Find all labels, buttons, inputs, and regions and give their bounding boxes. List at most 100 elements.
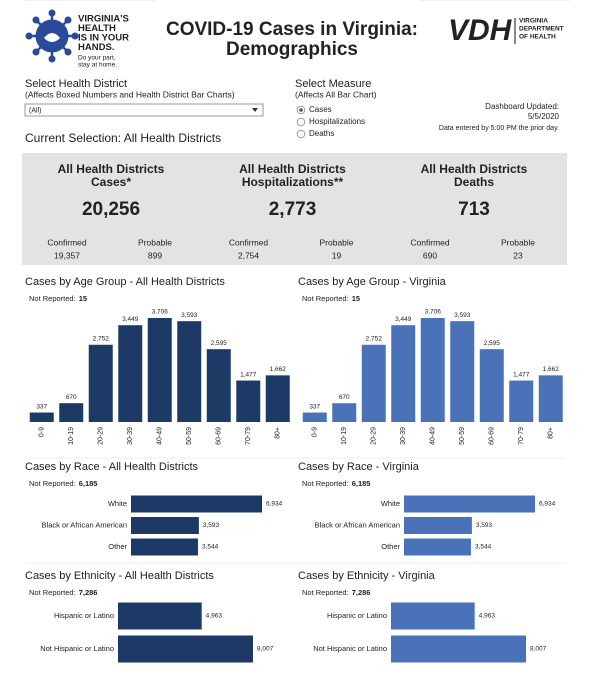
bar <box>131 538 198 556</box>
district-dropdown[interactable] <box>24 103 264 117</box>
value-label: 3,449 <box>395 316 412 323</box>
radio-dot[interactable] <box>299 108 303 112</box>
bar <box>118 635 253 663</box>
not-reported-value: 6,185 <box>79 479 98 488</box>
bar <box>118 325 143 422</box>
value-label: 337 <box>36 403 47 410</box>
value-label: 2,595 <box>211 340 228 347</box>
radio-label[interactable]: Cases <box>309 105 332 114</box>
x-tick-label: 30-39 <box>127 427 134 445</box>
x-tick-label: 30-39 <box>400 427 407 445</box>
probable-label: Probable <box>138 237 172 247</box>
x-tick-label: 70-79 <box>245 427 252 445</box>
logo-line: IS IN YOUR <box>78 33 129 44</box>
confirmed-value: 2,754 <box>238 250 260 260</box>
confirmed-value: 19,357 <box>54 250 80 260</box>
bar <box>206 349 231 422</box>
dropdown-value[interactable]: (All) <box>29 107 41 114</box>
x-tick-label: 20-29 <box>371 427 378 445</box>
logo-tagline: stay at home. <box>78 62 117 69</box>
bar <box>404 495 535 513</box>
value-label: 3,593 <box>476 522 493 529</box>
bar <box>420 318 445 422</box>
value-label: 2,752 <box>366 335 383 342</box>
x-tick-label: 40-49 <box>430 427 437 445</box>
chart-title: Cases by Race - All Health Districts <box>25 461 198 473</box>
vdh-line: OF HEALTH <box>519 34 556 41</box>
bar <box>332 403 357 422</box>
bar <box>361 344 386 422</box>
bar <box>147 318 172 422</box>
category-label: Not Hispanic or Latino <box>40 644 114 653</box>
x-tick-label: 20-29 <box>98 427 105 445</box>
value-label: 1,662 <box>543 366 560 373</box>
radio-label[interactable]: Hospitalizations <box>309 117 365 126</box>
bar <box>404 517 472 534</box>
radio-label[interactable]: Deaths <box>309 129 334 138</box>
bar <box>391 602 475 630</box>
summary-panel <box>22 153 567 265</box>
probable-value: 23 <box>513 250 523 260</box>
vdh-mark: VDH <box>448 14 513 47</box>
summary-title: Hospitalizations** <box>242 175 344 189</box>
value-label: 3,706 <box>425 309 442 316</box>
updated-note: Data entered by 5:00 PM the prior day. <box>439 125 559 132</box>
x-tick-label: 0-9 <box>39 427 46 437</box>
category-label: Other <box>108 542 127 551</box>
value-label: 3,593 <box>181 312 198 319</box>
bar <box>538 375 563 422</box>
not-reported-label: Not Reported: <box>302 479 349 488</box>
value-label: 670 <box>339 394 350 401</box>
value-label: 2,595 <box>484 340 501 347</box>
filter-note: (Affects Boxed Numbers and Health Distri… <box>25 89 235 99</box>
x-tick-label: 40-49 <box>157 427 164 445</box>
bar <box>479 349 504 422</box>
category-label: Other <box>381 542 400 551</box>
confirmed-value: 690 <box>423 250 437 260</box>
bar <box>29 412 54 422</box>
filter-label: Select Measure <box>295 78 371 90</box>
value-label: 3,593 <box>454 312 471 319</box>
filter-note: (Affects All Bar Chart) <box>295 89 377 99</box>
summary-title: All Health Districts <box>58 162 165 176</box>
value-label: 8,007 <box>530 646 547 653</box>
x-tick-label: 80+ <box>275 427 282 439</box>
x-tick-label: 60-69 <box>216 427 223 445</box>
probable-label: Probable <box>501 237 535 247</box>
value-label: 337 <box>309 403 320 410</box>
not-reported-label: Not Reported: <box>29 479 76 488</box>
bar <box>404 538 471 556</box>
category-label: Hispanic or Latino <box>327 611 387 620</box>
value-label: 4,963 <box>206 613 223 620</box>
dropdown-arrow[interactable] <box>252 108 258 112</box>
not-reported-label: Not Reported: <box>29 294 76 303</box>
not-reported-label: Not Reported: <box>29 588 76 597</box>
chart-title: Cases by Age Group - All Health District… <box>25 276 225 288</box>
value-label: 3,593 <box>203 522 220 529</box>
value-label: 1,662 <box>270 366 287 373</box>
probable-value: 19 <box>332 250 342 260</box>
not-reported-value: 15 <box>79 294 87 303</box>
not-reported-value: 6,185 <box>352 479 371 488</box>
value-label: 6,934 <box>266 501 283 508</box>
summary-total: 2,773 <box>269 199 317 220</box>
logo-icon <box>25 9 79 63</box>
category-label: White <box>381 499 400 508</box>
value-label: 6,934 <box>539 501 556 508</box>
confirmed-label: Confirmed <box>229 237 268 247</box>
value-label: 2,752 <box>93 335 110 342</box>
summary-title: All Health Districts <box>421 162 528 176</box>
updated-label: Dashboard Updated: <box>485 102 559 111</box>
summary-total: 713 <box>458 199 490 220</box>
vdh-line: VIRGINIA <box>519 18 548 25</box>
x-tick-label: 80+ <box>548 427 555 439</box>
radio-button[interactable] <box>296 117 306 127</box>
x-tick-label: 10-19 <box>341 427 348 445</box>
summary-title: Deaths <box>454 175 494 189</box>
logo-tagline: Do your part, <box>78 55 116 62</box>
summary-title: All Health Districts <box>239 162 346 176</box>
value-label: 1,477 <box>240 371 257 378</box>
radio-button[interactable] <box>296 129 306 139</box>
bar <box>391 325 416 422</box>
value-label: 4,963 <box>479 613 496 620</box>
